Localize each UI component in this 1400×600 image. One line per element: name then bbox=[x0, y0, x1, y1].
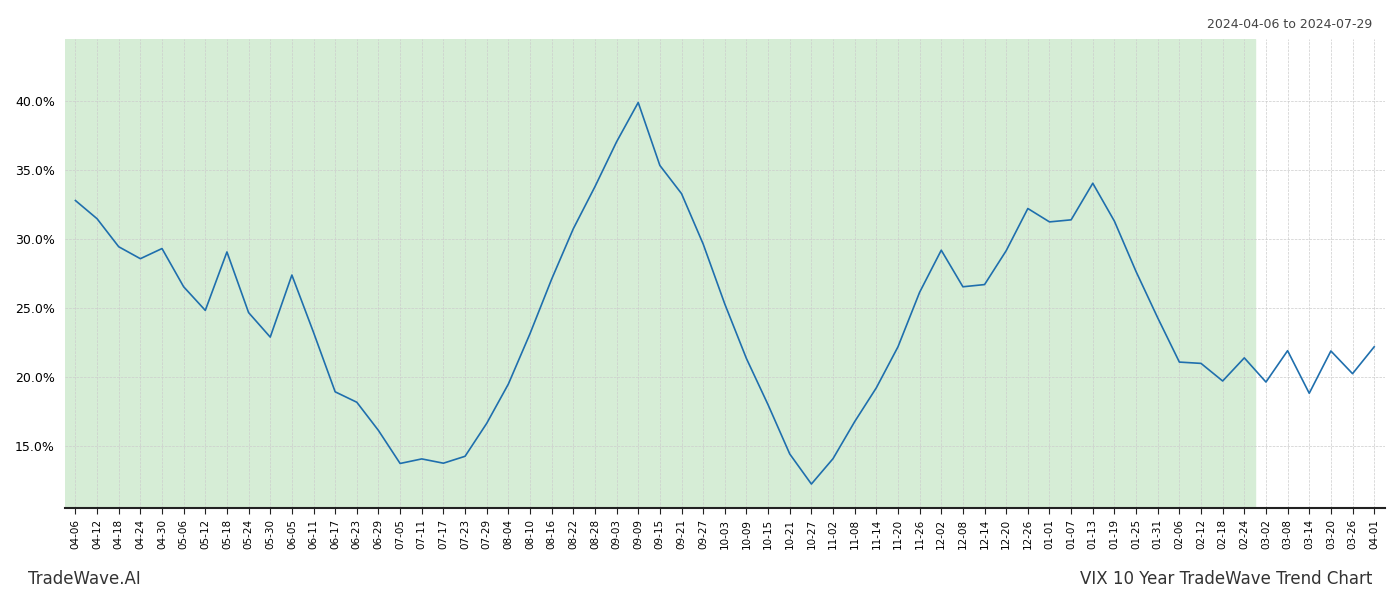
Text: 2024-04-06 to 2024-07-29: 2024-04-06 to 2024-07-29 bbox=[1207, 18, 1372, 31]
Text: VIX 10 Year TradeWave Trend Chart: VIX 10 Year TradeWave Trend Chart bbox=[1079, 570, 1372, 588]
Text: TradeWave.AI: TradeWave.AI bbox=[28, 570, 141, 588]
